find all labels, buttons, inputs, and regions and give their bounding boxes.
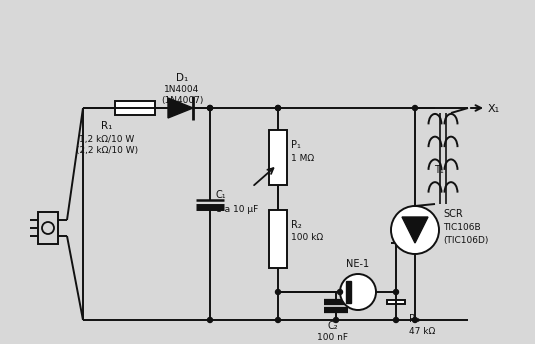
Text: NE-1: NE-1 [347,259,370,269]
Text: R₃: R₃ [409,314,420,324]
Text: (2,2 kΩ/10 W): (2,2 kΩ/10 W) [76,146,138,154]
Circle shape [412,106,417,110]
Text: 1N4004: 1N4004 [164,85,200,94]
Text: 47 kΩ: 47 kΩ [409,327,435,336]
Text: X₁: X₁ [488,104,500,114]
Circle shape [208,106,212,110]
Circle shape [333,318,339,323]
Text: TIC106B: TIC106B [443,223,480,232]
Text: (1N4007): (1N4007) [161,96,203,105]
Text: 1 MΩ: 1 MΩ [291,153,314,162]
Circle shape [394,290,399,294]
Circle shape [208,318,212,323]
Text: C₁: C₁ [216,190,227,200]
Circle shape [208,106,212,110]
Bar [38,212,58,244]
Bar [269,130,287,185]
Circle shape [276,290,280,294]
Circle shape [276,106,280,110]
Text: R₂: R₂ [291,220,302,230]
Bar [387,300,405,304]
Bar [346,281,351,303]
Polygon shape [168,98,193,118]
Circle shape [276,106,280,110]
Circle shape [412,318,417,323]
Circle shape [338,290,342,294]
Text: R₁: R₁ [101,121,113,131]
Text: 1 a 10 μF: 1 a 10 μF [216,205,258,215]
Circle shape [340,274,376,310]
Text: 1,2 kΩ/10 W: 1,2 kΩ/10 W [79,135,135,143]
Circle shape [394,318,399,323]
Text: P₁: P₁ [291,140,301,150]
Bar [115,101,155,115]
Text: D₁: D₁ [176,73,188,83]
Text: C₂: C₂ [327,321,338,331]
Text: (TIC106D): (TIC106D) [443,236,488,245]
Text: 100 nF: 100 nF [317,333,348,343]
Text: SCR: SCR [443,209,463,219]
Polygon shape [402,217,428,243]
Circle shape [276,318,280,323]
Text: 100 kΩ: 100 kΩ [291,234,323,243]
Circle shape [391,206,439,254]
Bar [269,210,287,268]
Text: T₁: T₁ [434,165,444,175]
